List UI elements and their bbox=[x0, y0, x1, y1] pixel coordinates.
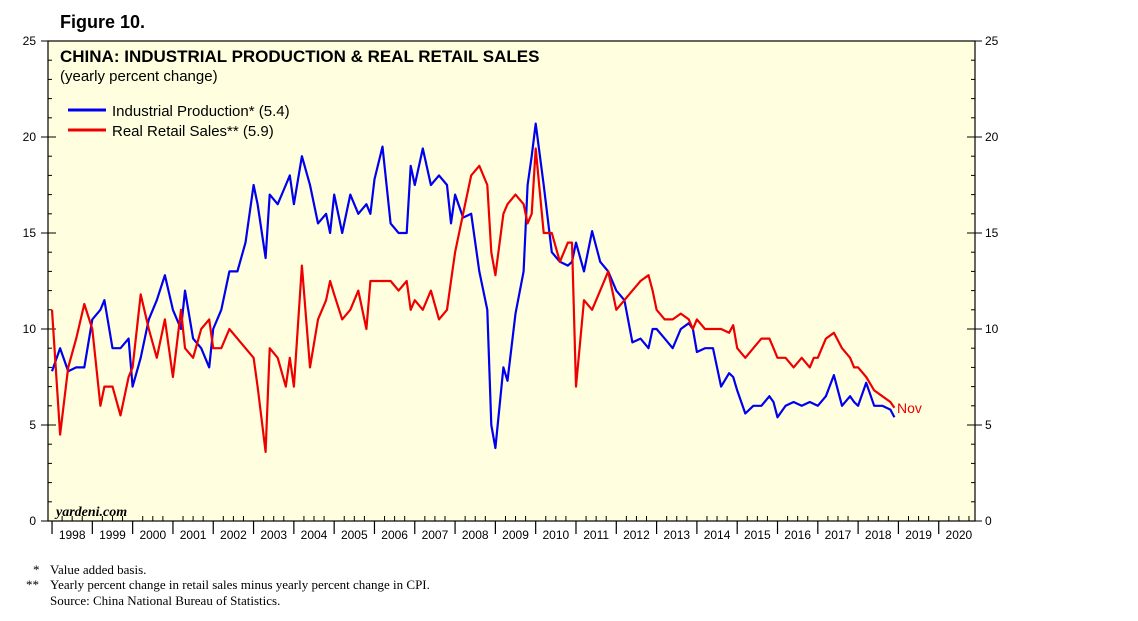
x-tick-label: 2000 bbox=[139, 528, 166, 542]
series-line-industrial-production bbox=[50, 122, 896, 450]
x-tick-label: 2006 bbox=[381, 528, 408, 542]
footnotes: * Value added basis. ** Yearly percent c… bbox=[26, 562, 430, 608]
x-tick-label: 2008 bbox=[462, 528, 489, 542]
x-tick-label: 1999 bbox=[99, 528, 126, 542]
chart-title: CHINA: INDUSTRIAL PRODUCTION & REAL RETA… bbox=[60, 47, 539, 66]
x-tick-label: 2013 bbox=[663, 528, 690, 542]
y-tick-label-right: 0 bbox=[985, 514, 992, 528]
x-tick-label: 2001 bbox=[180, 528, 207, 542]
y-tick-label-left: 20 bbox=[23, 130, 37, 144]
x-tick-label: 1998 bbox=[59, 528, 86, 542]
legend: Industrial Production* (5.4) Real Retail… bbox=[68, 103, 290, 140]
footnote-text-3: Source: China National Bureau of Statist… bbox=[50, 593, 280, 608]
plot-area bbox=[47, 40, 976, 522]
x-tick-label: 2005 bbox=[341, 528, 368, 542]
chart-subtitle: (yearly percent change) bbox=[60, 68, 218, 85]
x-tick-label: 2017 bbox=[825, 528, 852, 542]
legend-label-ip: Industrial Production* (5.4) bbox=[112, 103, 290, 120]
x-tick-label: 2007 bbox=[422, 528, 449, 542]
y-tick-label-right: 25 bbox=[985, 34, 999, 48]
x-tick-label: 2019 bbox=[905, 528, 932, 542]
y-tick-label-left: 10 bbox=[23, 322, 37, 336]
x-tick-label: 2020 bbox=[946, 528, 973, 542]
series-line-real-retail-sales bbox=[50, 147, 896, 453]
x-tick-label: 2003 bbox=[260, 528, 287, 542]
footnote-mark-2: ** bbox=[26, 577, 39, 592]
legend-label-rrs: Real Retail Sales** (5.9) bbox=[112, 123, 274, 140]
y-tick-label-right: 15 bbox=[985, 226, 999, 240]
x-tick-label: 2015 bbox=[744, 528, 771, 542]
x-axis: 1998 1999 2000 2001 2002 2003 2004 2005 2006 2007… bbox=[51, 516, 973, 542]
x-tick-label: 2002 bbox=[220, 528, 247, 542]
y-tick-label-left: 15 bbox=[23, 226, 37, 240]
x-tick-label: 2016 bbox=[784, 528, 811, 542]
x-tick-label: 2014 bbox=[704, 528, 731, 542]
x-tick-label: 2018 bbox=[865, 528, 892, 542]
footnote-text-2: Yearly percent change in retail sales mi… bbox=[50, 577, 430, 592]
y-tick-label-right: 5 bbox=[985, 418, 992, 432]
footnote-text-1: Value added basis. bbox=[50, 562, 146, 577]
x-tick-label: 2012 bbox=[623, 528, 650, 542]
x-tick-label: 2009 bbox=[502, 528, 529, 542]
figure-label: Figure 10. bbox=[60, 12, 145, 32]
series-layer bbox=[50, 122, 896, 453]
nov-annotation: Nov bbox=[897, 400, 922, 416]
y-tick-label-left: 5 bbox=[29, 418, 36, 432]
y-tick-label-right: 10 bbox=[985, 322, 999, 336]
y-axis-left: 0 5 10 15 20 25 bbox=[23, 34, 48, 528]
footnote-mark-1: * bbox=[33, 562, 40, 577]
x-tick-label: 2011 bbox=[583, 528, 609, 542]
axis-ticks bbox=[48, 40, 975, 522]
y-tick-label-left: 0 bbox=[29, 514, 36, 528]
y-tick-label-right: 20 bbox=[985, 130, 999, 144]
y-axis-right: 0 5 10 15 20 25 bbox=[975, 34, 999, 528]
x-tick-label: 2004 bbox=[301, 528, 328, 542]
y-tick-label-left: 25 bbox=[23, 34, 37, 48]
x-tick-label: 2010 bbox=[542, 528, 569, 542]
watermark: yardeni.com bbox=[54, 505, 127, 520]
